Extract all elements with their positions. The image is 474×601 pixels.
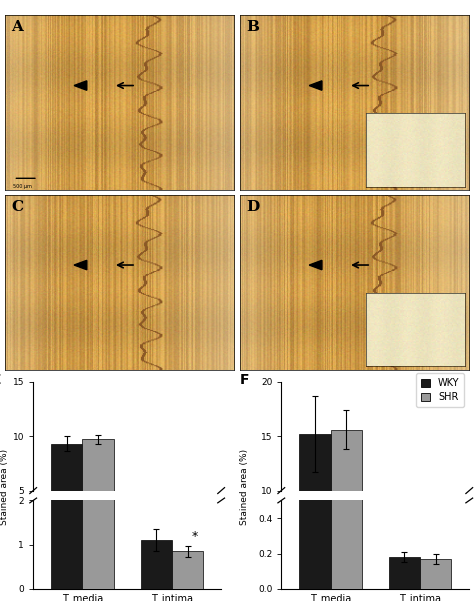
Text: F: F (240, 373, 249, 387)
Bar (299, 434, 330, 600)
Bar (172, 551, 203, 589)
Bar (330, 430, 362, 600)
Bar (141, 540, 172, 589)
Polygon shape (74, 81, 87, 90)
Text: E: E (0, 373, 1, 387)
Bar (389, 597, 420, 600)
Bar (420, 597, 451, 600)
Text: A: A (12, 20, 24, 34)
Text: C: C (12, 200, 24, 214)
Polygon shape (309, 260, 322, 270)
Text: Stained area (%): Stained area (%) (240, 449, 248, 525)
Bar (420, 559, 451, 589)
Bar (330, 0, 362, 589)
Text: *: * (191, 530, 198, 543)
Bar (299, 0, 330, 589)
Bar (82, 439, 114, 545)
Bar (389, 557, 420, 589)
Text: B: B (247, 20, 260, 34)
Bar (82, 160, 114, 589)
Text: Stained area (%): Stained area (%) (0, 449, 9, 525)
Bar (51, 444, 82, 545)
Polygon shape (74, 260, 87, 270)
Bar (141, 533, 172, 545)
Text: 500 μm: 500 μm (13, 184, 32, 189)
Legend: WKY, SHR: WKY, SHR (416, 373, 465, 407)
Bar (172, 536, 203, 545)
Polygon shape (309, 81, 322, 90)
Bar (51, 177, 82, 589)
Text: D: D (247, 200, 260, 214)
